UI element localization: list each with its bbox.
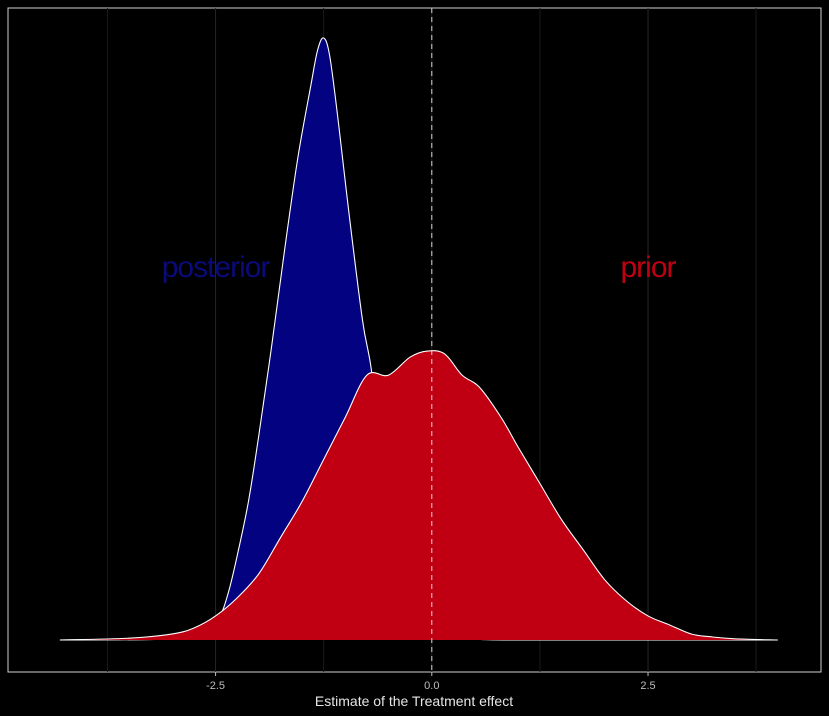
series-label-layer: posterior prior (162, 251, 678, 284)
x-axis-title: Estimate of the Treatment effect (315, 693, 513, 709)
series-label-posterior: posterior (162, 251, 271, 284)
x-tick-label: -2.5 (206, 680, 225, 692)
x-axis: -2.5 0.0 2.5 (206, 672, 656, 692)
x-tick-label: 0.0 (424, 680, 439, 692)
area-layer (59, 37, 778, 641)
series-label-prior: prior (621, 251, 677, 284)
area-prior (59, 350, 778, 640)
x-tick-label: 2.5 (640, 680, 655, 692)
curve-outline-prior (59, 350, 778, 641)
